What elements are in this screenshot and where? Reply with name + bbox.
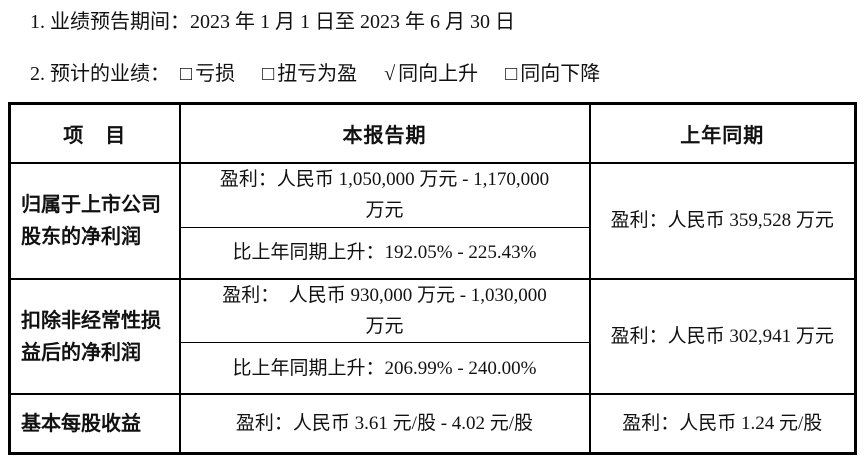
col-header-item: 项 目 [8,102,181,164]
option-turnaround: □ 扭亏为盈 [262,61,357,88]
option-same-direction-down: □ 同向下降 [505,61,600,88]
col-header-prior-period: 上年同期 [588,102,857,164]
option-same-direction-down-label: 同向下降 [520,63,601,85]
earnings-forecast-table: 项 目 本报告期 上年同期 归属于上市公司 股东的净利润 盈利：人民币 1,05… [8,102,857,456]
forecast-period-line: 1. 业绩预告期间：2023 年 1 月 1 日至 2023 年 6 月 30 … [30,11,515,33]
option-loss: □ 亏损 [180,61,235,88]
option-turnaround-label: 扭亏为盈 [277,63,358,85]
checkbox-unchecked-icon: □ [262,63,275,85]
eps-prior-value: 盈利：人民币 1.24 元/股 [588,393,857,455]
option-loss-label: 亏损 [195,63,236,85]
col-header-current-period: 本报告期 [178,102,591,164]
net-profit-excl-change-range: 比上年同期上升：206.99% - 240.00% [178,342,591,396]
table-row-net-profit-change: 比上年同期上升：192.05% - 225.43% [10,226,856,280]
option-same-direction-up-label: 同向上升 [398,63,479,85]
net-profit-item-label: 归属于上市公司 股东的净利润 [8,162,181,280]
option-same-direction-up: √ 同向上升 [384,61,478,88]
net-profit-prior-value: 盈利：人民币 359,528 万元 [588,162,857,280]
checkbox-unchecked-icon: □ [505,63,518,85]
eps-item-label: 基本每股收益 [8,393,181,455]
checkbox-unchecked-icon: □ [180,63,193,85]
checkmark-icon: √ [384,63,396,85]
net-profit-excl-item-label: 扣除非经常性损 益后的净利润 [8,277,181,396]
net-profit-excl-current-range: 盈利： 人民币 930,000 万元 - 1,030,000 万元 [178,277,591,344]
table-row-net-profit: 归属于上市公司 股东的净利润 盈利：人民币 1,050,000 万元 - 1,1… [8,161,857,280]
forecast-type-label: 2. 预计的业绩： [30,63,170,85]
net-profit-excl-prior-value: 盈利：人民币 302,941 万元 [588,277,857,396]
net-profit-current-range: 盈利：人民币 1,050,000 万元 - 1,170,000 万元 [178,161,591,228]
forecast-type-line: 2. 预计的业绩： □ 亏损 □ 扭亏为盈 √ 同向上升 □ 同向下降 [30,61,866,88]
table-row-eps: 基本每股收益 盈利：人民币 3.61 元/股 - 4.02 元/股 盈利：人民币… [8,393,857,455]
table-row-net-profit-excl: 扣除非经常性损 益后的净利润 盈利： 人民币 930,000 万元 - 1,03… [8,277,857,396]
net-profit-change-range: 比上年同期上升：192.05% - 225.43% [178,226,591,280]
table-header-row: 项 目 本报告期 上年同期 [8,102,857,164]
table-row-net-profit-excl-change: 比上年同期上升：206.99% - 240.00% [10,342,856,396]
eps-current-range: 盈利：人民币 3.61 元/股 - 4.02 元/股 [178,393,591,455]
